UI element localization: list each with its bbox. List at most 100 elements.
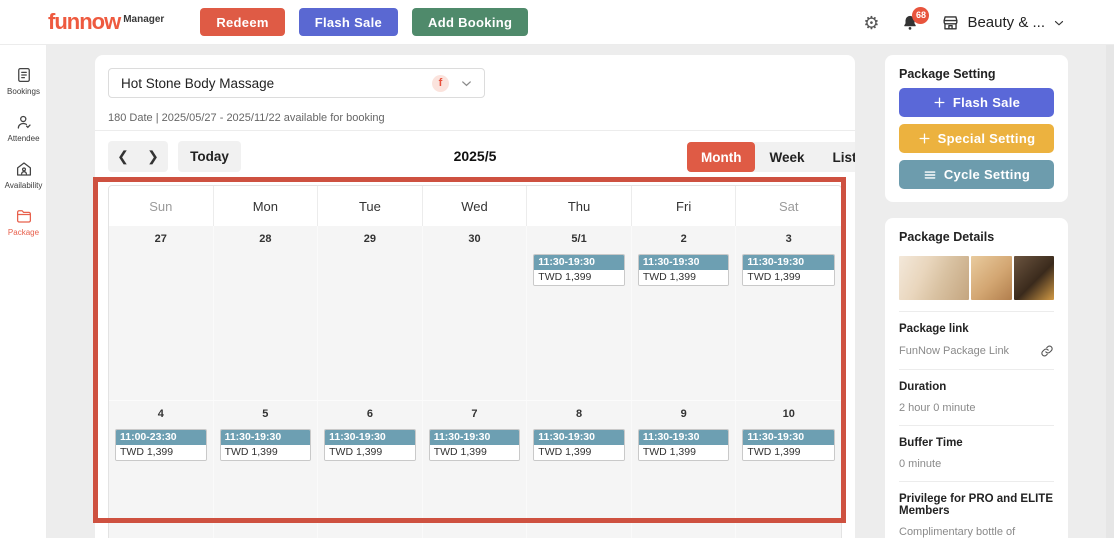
attendee-icon [15,113,33,131]
calendar-day-cell[interactable]: 27 [109,226,214,400]
availability-slot[interactable]: 11:30-19:30 TWD 1,399 [742,254,835,286]
calendar-day-cell[interactable]: 4 11:00-23:30 TWD 1,399 [109,401,214,538]
availability-slot[interactable]: 11:30-19:30 TWD 1,399 [637,254,730,286]
calendar-day-header-row: Sun Mon Tue Wed Thu Fri Sat [109,186,841,226]
view-tab-month[interactable]: Month [687,142,756,172]
account-switcher[interactable]: Beauty & ... [941,13,1066,32]
calendar-week-row: 27 28 29 30 5/1 11:30-19:30 TWD 1,399 2 11:30-19… [109,226,841,400]
detail-value: FunNow Package Link [899,345,1010,357]
availability-slot[interactable]: 11:30-19:30 TWD 1,399 [533,429,625,461]
availability-slot[interactable]: 11:30-19:30 TWD 1,399 [533,254,625,286]
detail-heading: Package link [899,323,969,335]
availability-slot[interactable]: 11:30-19:30 TWD 1,399 [324,429,416,461]
bookings-icon [15,66,33,84]
slot-price: TWD 1,399 [325,445,415,460]
sidebar-item-label: Bookings [7,86,40,96]
availability-slot[interactable]: 11:30-19:30 TWD 1,399 [742,429,835,461]
chevron-down-icon [1052,16,1066,30]
add-booking-button[interactable]: Add Booking [412,8,529,36]
slot-time: 11:30-19:30 [534,430,624,445]
package-setting-title: Package Setting [899,67,996,81]
calendar-day-cell[interactable]: 5/1 11:30-19:30 TWD 1,399 [527,226,632,400]
calendar-grid: Sun Mon Tue Wed Thu Fri Sat 27 28 29 30 5/1 11:30-1… [108,185,842,538]
account-name: Beauty & ... [967,14,1045,31]
day-number: 9 [680,408,687,420]
setting-button-label: Special Setting [937,131,1036,146]
detail-value-row: Complimentary bottle of essential oil. [899,526,1054,538]
special-setting-button[interactable]: Special Setting [899,124,1054,153]
calendar-day-cell[interactable]: 5 11:30-19:30 TWD 1,399 [213,401,319,538]
package-setting-card: Package Setting Flash Sale Special Settin… [885,55,1068,202]
store-icon [941,13,960,32]
day-number: 5/1 [571,233,587,245]
left-sidebar: Bookings Attendee Availability Package [0,45,47,538]
day-number: 29 [363,233,377,245]
package-icon [15,207,33,225]
calendar-day-cell[interactable]: 2 11:30-19:30 TWD 1,399 [631,226,737,400]
divider [899,311,1054,312]
link-icon [1040,344,1054,358]
flash-sale-button[interactable]: Flash Sale [298,8,399,36]
copy-link-button[interactable] [1040,344,1054,358]
today-button[interactable]: Today [178,141,241,172]
day-number: 27 [154,233,167,245]
next-month-button[interactable]: ❯ [138,141,168,172]
view-switcher: Month Week List [687,142,855,172]
calendar-nav-group: ❮ ❯ [108,141,168,172]
header-action-buttons: Redeem Flash Sale Add Booking [200,8,529,36]
redeem-button[interactable]: Redeem [200,8,285,36]
plus-icon [918,132,931,145]
slot-price: TWD 1,399 [534,445,624,460]
prev-month-button[interactable]: ❮ [108,141,138,172]
flash-sale-setting-button[interactable]: Flash Sale [899,88,1054,117]
calendar-day-cell[interactable]: 10 11:30-19:30 TWD 1,399 [736,401,841,538]
calendar-day-cell[interactable]: 30 [422,226,528,400]
sidebar-item-bookings[interactable]: Bookings [0,57,47,104]
sidebar-item-availability[interactable]: Availability [0,151,47,198]
slot-price: TWD 1,399 [743,445,834,460]
day-header-tue: Tue [318,186,423,226]
slot-time: 11:00-23:30 [116,430,206,445]
day-header-fri: Fri [632,186,737,226]
calendar-day-cell[interactable]: 3 11:30-19:30 TWD 1,399 [736,226,841,400]
slot-time: 11:30-19:30 [743,255,834,270]
funnow-logo[interactable]: funnow Manager [48,11,164,33]
cycle-setting-button[interactable]: Cycle Setting [899,160,1054,189]
availability-slot[interactable]: 11:30-19:30 TWD 1,399 [637,429,730,461]
view-tab-list[interactable]: List [819,142,855,172]
notifications-button[interactable]: 68 [901,6,930,32]
massage-photo-1 [899,256,970,300]
setting-button-label: Flash Sale [952,95,1021,110]
settings-button[interactable]: ⚙ [863,14,879,32]
availability-slot[interactable]: 11:30-19:30 TWD 1,399 [428,429,521,461]
slot-time: 11:30-19:30 [743,430,834,445]
vertical-scrollbar[interactable] [1106,45,1114,538]
menu-icon [923,168,937,182]
package-select[interactable]: Hot Stone Body Massage f [108,68,485,98]
availability-slot[interactable]: 11:00-23:30 TWD 1,399 [115,429,207,461]
day-header-mon: Mon [214,186,319,226]
calendar-day-cell[interactable]: 7 11:30-19:30 TWD 1,399 [422,401,528,538]
day-number: 4 [157,408,164,420]
notification-badge: 68 [912,6,930,24]
day-number: 28 [259,233,272,245]
gear-icon: ⚙ [863,12,880,33]
availability-slot[interactable]: 11:30-19:30 TWD 1,399 [219,429,312,461]
sidebar-item-label: Availability [4,180,43,190]
calendar-day-cell[interactable]: 8 11:30-19:30 TWD 1,399 [527,401,632,538]
package-details-title: Package Details [899,230,995,244]
day-number: 10 [782,408,795,420]
sidebar-item-package[interactable]: Package [0,198,47,245]
calendar-day-cell[interactable]: 9 11:30-19:30 TWD 1,399 [631,401,737,538]
calendar-day-cell[interactable]: 6 11:30-19:30 TWD 1,399 [318,401,423,538]
sidebar-item-attendee[interactable]: Attendee [0,104,47,151]
view-tab-week[interactable]: Week [755,142,818,172]
calendar-day-cell[interactable]: 29 [318,226,423,400]
slot-price: TWD 1,399 [534,270,624,285]
main-panel: Hot Stone Body Massage f 180 Date | 2025… [95,55,855,538]
calendar-period-title: 2025/5 [453,148,497,164]
setting-button-label: Cycle Setting [943,167,1031,182]
calendar-day-cell[interactable]: 28 [213,226,319,400]
slot-time: 11:30-19:30 [220,430,311,445]
